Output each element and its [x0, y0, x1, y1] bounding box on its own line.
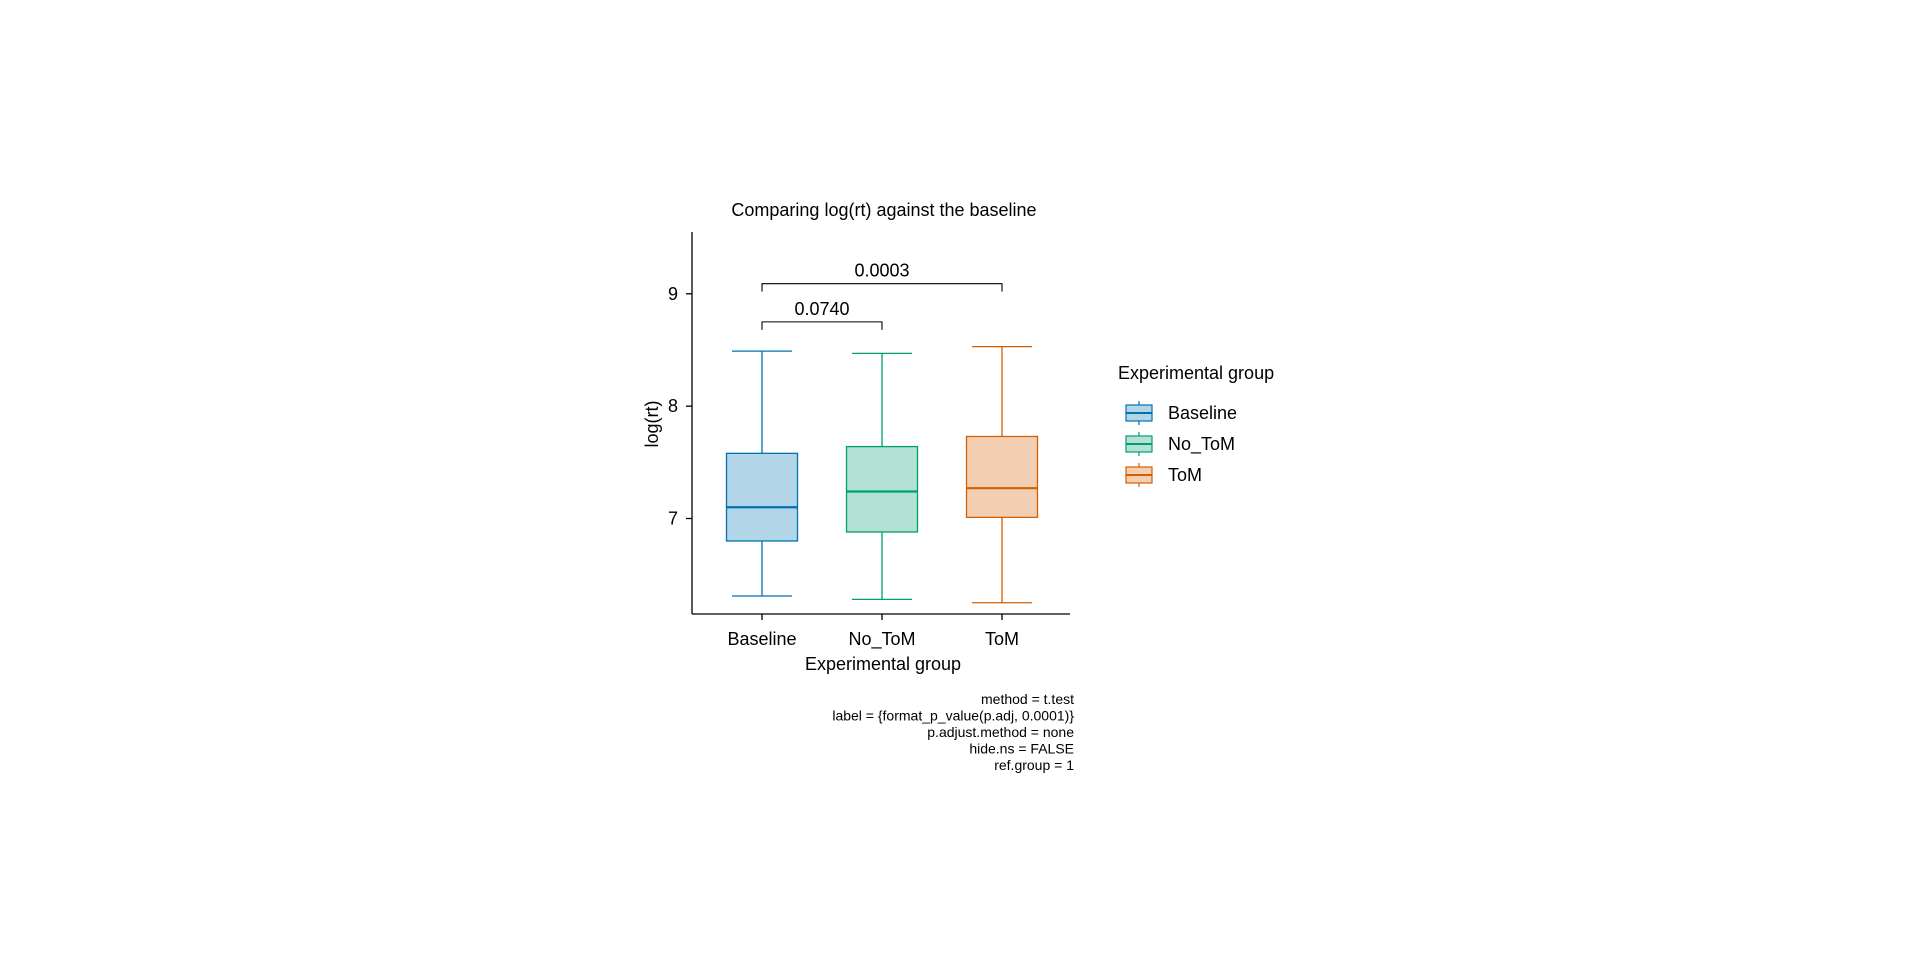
- caption-line: ref.group = 1: [994, 757, 1074, 773]
- legend-key: [1125, 401, 1153, 425]
- x-tick-label: No_ToM: [848, 629, 915, 650]
- legend: Baseline No_ToM ToM: [1125, 401, 1237, 487]
- box-iqr: [845, 445, 919, 533]
- x-axis-title: Experimental group: [805, 654, 961, 674]
- legend-key: [1125, 463, 1153, 487]
- caption-line: p.adjust.method = none: [927, 724, 1074, 740]
- y-axis-title: log(rt): [642, 400, 662, 447]
- box-iqr: [965, 435, 1039, 519]
- comparison-bracket: 0.0740: [761, 299, 883, 330]
- x-tick-label: Baseline: [727, 629, 796, 649]
- legend-label: Baseline: [1168, 403, 1237, 423]
- caption-line: hide.ns = FALSE: [969, 741, 1074, 757]
- bracket-line: [761, 283, 1003, 292]
- legend-label: No_ToM: [1168, 434, 1235, 455]
- box-baseline: [725, 350, 799, 597]
- y-tick-label: 9: [668, 284, 678, 304]
- legend-label: ToM: [1168, 465, 1202, 485]
- y-tick-label: 7: [668, 509, 678, 529]
- legend-key: [1125, 432, 1153, 456]
- legend-item: ToM: [1125, 463, 1202, 487]
- comparison-bracket: 0.0003: [761, 261, 1003, 292]
- p-value-label: 0.0740: [794, 299, 849, 319]
- legend-item: No_ToM: [1125, 432, 1235, 456]
- p-value-label: 0.0003: [854, 261, 909, 281]
- box-iqr: [725, 452, 799, 542]
- caption-line: label = {format_p_value(p.adj, 0.0001)}: [832, 708, 1074, 724]
- legend-title: Experimental group: [1118, 363, 1274, 383]
- x-tick-label: ToM: [985, 629, 1019, 649]
- y-tick-label: 8: [668, 396, 678, 416]
- chart-title: Comparing log(rt) against the baseline: [731, 200, 1036, 220]
- bracket-line: [761, 321, 883, 330]
- legend-item: Baseline: [1125, 401, 1237, 425]
- caption-line: method = t.test: [981, 691, 1074, 707]
- box-tom: [965, 345, 1039, 604]
- box-no-tom: [845, 352, 919, 601]
